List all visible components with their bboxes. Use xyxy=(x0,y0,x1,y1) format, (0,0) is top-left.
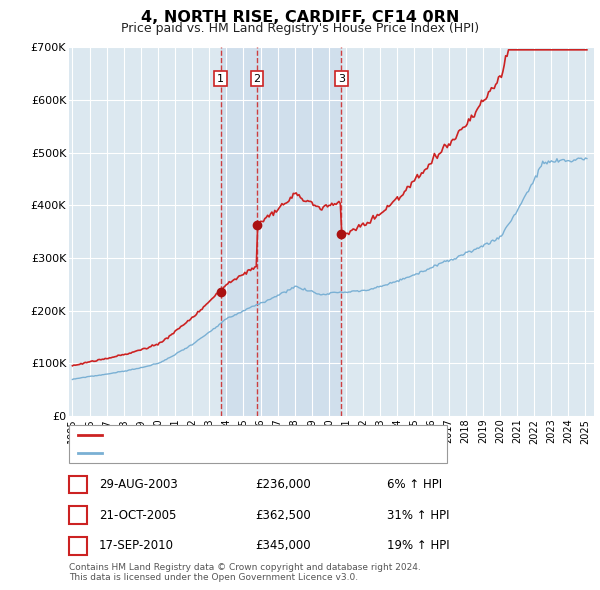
Text: 29-AUG-2003: 29-AUG-2003 xyxy=(99,478,178,491)
Text: 6% ↑ HPI: 6% ↑ HPI xyxy=(387,478,442,491)
Text: 19% ↑ HPI: 19% ↑ HPI xyxy=(387,539,449,552)
Text: 1: 1 xyxy=(217,74,224,84)
Text: 2: 2 xyxy=(74,509,82,522)
Text: £236,000: £236,000 xyxy=(255,478,311,491)
Text: £345,000: £345,000 xyxy=(255,539,311,552)
Text: HPI: Average price, detached house, Cardiff: HPI: Average price, detached house, Card… xyxy=(107,448,346,458)
Text: Contains HM Land Registry data © Crown copyright and database right 2024.
This d: Contains HM Land Registry data © Crown c… xyxy=(69,563,421,582)
Text: 4, NORTH RISE, CARDIFF, CF14 0RN (detached house): 4, NORTH RISE, CARDIFF, CF14 0RN (detach… xyxy=(107,430,402,440)
Text: 31% ↑ HPI: 31% ↑ HPI xyxy=(387,509,449,522)
Text: 17-SEP-2010: 17-SEP-2010 xyxy=(99,539,174,552)
Text: 21-OCT-2005: 21-OCT-2005 xyxy=(99,509,176,522)
Text: Price paid vs. HM Land Registry's House Price Index (HPI): Price paid vs. HM Land Registry's House … xyxy=(121,22,479,35)
Text: 3: 3 xyxy=(74,539,82,552)
Text: £362,500: £362,500 xyxy=(255,509,311,522)
Text: 1: 1 xyxy=(74,478,82,491)
Text: 4, NORTH RISE, CARDIFF, CF14 0RN: 4, NORTH RISE, CARDIFF, CF14 0RN xyxy=(141,10,459,25)
Text: 2: 2 xyxy=(254,74,260,84)
Text: 3: 3 xyxy=(338,74,345,84)
Bar xyxy=(221,47,341,416)
